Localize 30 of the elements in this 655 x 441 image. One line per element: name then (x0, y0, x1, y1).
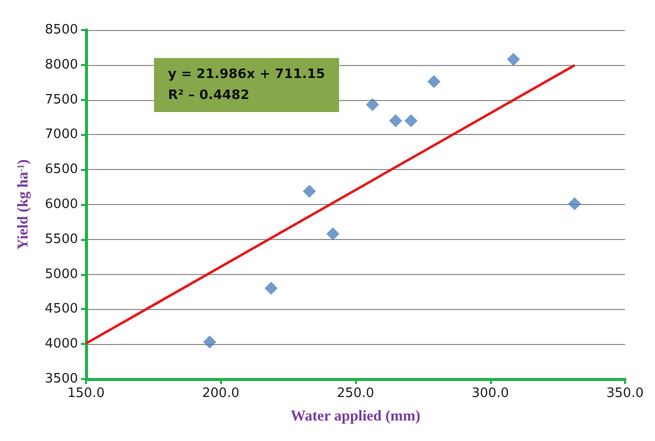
y-tick-label: 6000 (44, 197, 78, 212)
y-tick-label: 5500 (44, 232, 78, 247)
point (302, 184, 316, 198)
y-tick-label: 7500 (44, 92, 78, 108)
x-tick-label: 350.0 (606, 386, 644, 401)
y-tick-label: 6500 (44, 162, 78, 178)
y-tick-label: 8000 (44, 57, 78, 72)
point (264, 282, 278, 295)
x-tick-label: 150.0 (67, 386, 105, 401)
point (326, 227, 340, 240)
point (366, 98, 379, 112)
y-tick-label: 7000 (44, 127, 78, 142)
x-tick-label: 250.0 (336, 386, 374, 401)
y-tick-label: 5000 (44, 266, 78, 282)
y-tick-label: 4500 (44, 302, 78, 317)
x-axis-title: Water applied (mm) (290, 408, 420, 424)
y-axis-title: Yield (kg ha-1) (16, 159, 32, 250)
point (404, 114, 418, 128)
x-tick-label: 200.0 (202, 386, 240, 401)
point (389, 114, 402, 128)
point (568, 197, 582, 210)
point (506, 52, 520, 66)
annotation: y = 21.986x + 711.15 (168, 67, 326, 82)
x-tick-label: 300.0 (472, 386, 509, 401)
annotation: R² – 0.4482 (168, 88, 250, 103)
y-tick-label: 4000 (44, 336, 78, 352)
point (203, 336, 216, 349)
y-tick-label: 3500 (44, 372, 78, 386)
point (427, 75, 440, 88)
y-tick-label: 8500 (44, 22, 78, 38)
